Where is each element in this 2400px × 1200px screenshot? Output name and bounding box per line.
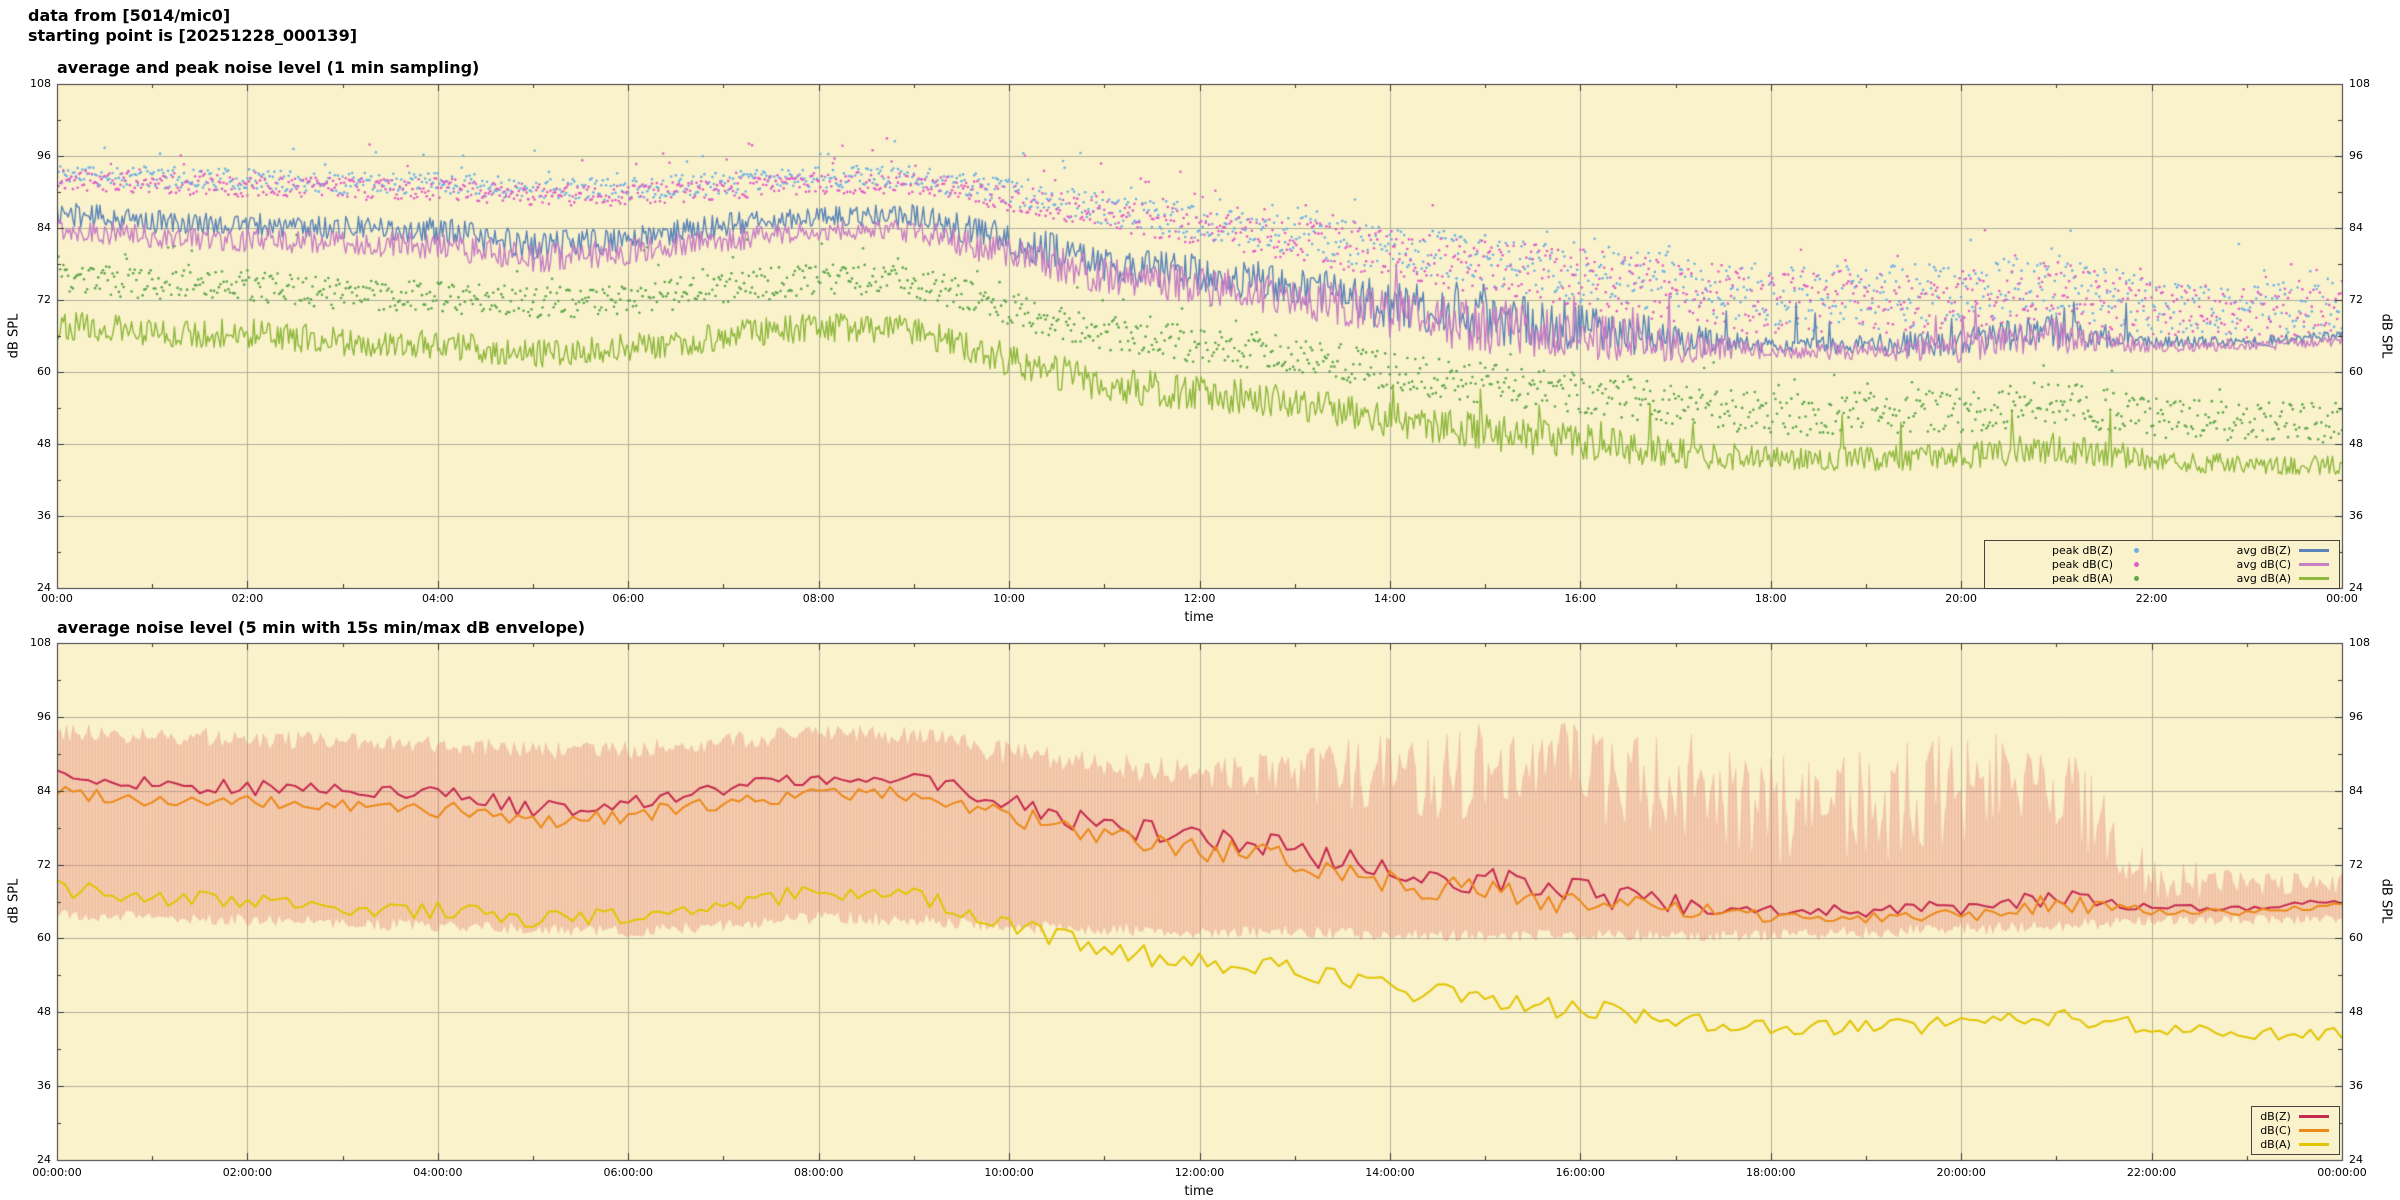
legend-label: dB(Z) xyxy=(2260,1110,2291,1123)
legend-marker-line xyxy=(2297,1110,2331,1123)
legend-marker-line xyxy=(2297,1124,2331,1137)
y-tick-label-right: 36 xyxy=(2349,509,2363,522)
y-tick-label-right: 48 xyxy=(2349,1005,2363,1019)
legend-label: peak dB(Z) xyxy=(2051,544,2113,557)
y-tick-label-left: 84 xyxy=(37,783,51,797)
y-tick-label-left: 108 xyxy=(30,636,51,649)
chart2-legend: dB(Z) dB(C) dB(A) xyxy=(2251,1106,2340,1155)
legend-entry: dB(Z) xyxy=(2260,1110,2331,1123)
chart2-y-axis-label-left: dB SPL xyxy=(6,878,22,924)
x-tick-label: 04:00:00 xyxy=(413,1166,463,1179)
x-tick-label: 06:00:00 xyxy=(603,1166,653,1179)
x-tick-label: 02:00:00 xyxy=(222,1166,273,1179)
legend-entry: avg dB(C) xyxy=(2171,558,2331,571)
x-tick-label: 04:00 xyxy=(421,592,454,605)
x-tick-label: 20:00:00 xyxy=(1936,1166,1986,1179)
y-tick-label-right: 48 xyxy=(2349,437,2363,450)
x-tick-label: 12:00:00 xyxy=(1174,1166,1225,1179)
x-tick-label: 12:00 xyxy=(1183,592,1216,605)
y-tick-label-left: 36 xyxy=(37,509,51,522)
x-tick-label: 20:00 xyxy=(1945,592,1978,605)
legend-entry: peak dB(C) xyxy=(1993,558,2153,571)
chart1-title: average and peak noise level (1 min samp… xyxy=(57,58,480,77)
y-tick-label-left: 72 xyxy=(37,857,51,871)
x-tick-label: 18:00:00 xyxy=(1746,1166,1796,1179)
y-tick-label-left: 24 xyxy=(37,581,51,594)
x-tick-label: 00:00:00 xyxy=(2317,1166,2367,1179)
legend-marker-dot xyxy=(2119,544,2153,557)
y-tick-label-left: 84 xyxy=(37,221,51,234)
y-tick-label-right: 60 xyxy=(2349,365,2363,378)
legend-label: avg dB(C) xyxy=(2236,558,2291,571)
y-tick-label-right: 84 xyxy=(2349,783,2363,797)
y-tick-label-right: 84 xyxy=(2349,221,2363,234)
chart1-legend: peak dB(Z) avg dB(Z) peak dB(C) avg dB(C) pe… xyxy=(1984,540,2340,589)
y-tick-label-left: 108 xyxy=(30,77,51,90)
y-tick-label-left: 60 xyxy=(37,365,51,378)
legend-label: peak dB(A) xyxy=(2052,572,2113,585)
x-tick-label: 00:00 xyxy=(41,592,73,605)
y-tick-label-right: 36 xyxy=(2349,1079,2363,1093)
x-tick-label: 06:00 xyxy=(612,592,645,605)
y-tick-label-right: 72 xyxy=(2349,293,2363,306)
y-tick-label-right: 108 xyxy=(2349,77,2370,90)
legend-marker-line xyxy=(2297,544,2331,557)
x-tick-label: 10:00 xyxy=(993,592,1025,605)
legend-entry: dB(A) xyxy=(2260,1138,2331,1151)
x-tick-label: 18:00 xyxy=(1754,592,1787,605)
x-tick-label: 22:00:00 xyxy=(2126,1166,2177,1179)
chart1-y-axis-label-left: dB SPL xyxy=(6,313,22,359)
legend-label: dB(A) xyxy=(2260,1138,2291,1151)
legend-marker-line xyxy=(2297,1138,2331,1151)
y-tick-label-right: 24 xyxy=(2349,581,2363,594)
y-tick-label-right: 72 xyxy=(2349,857,2363,871)
x-tick-label: 10:00:00 xyxy=(984,1166,1034,1179)
y-tick-label-left: 36 xyxy=(37,1079,51,1093)
x-tick-label: 08:00:00 xyxy=(793,1166,844,1179)
chart2-x-axis-label: time xyxy=(1184,1184,1214,1199)
y-tick-label-right: 96 xyxy=(2349,149,2363,162)
chart2-title: average noise level (5 min with 15s min/… xyxy=(57,618,586,637)
y-tick-label-left: 96 xyxy=(37,709,51,723)
x-tick-label: 16:00:00 xyxy=(1555,1166,1606,1179)
header-source-line: data from [5014/mic0] xyxy=(28,6,231,25)
x-tick-label: 08:00 xyxy=(802,592,835,605)
header-start-line: starting point is [20251228_000139] xyxy=(28,26,358,45)
y-tick-label-left: 96 xyxy=(37,149,51,162)
y-tick-label-left: 48 xyxy=(37,1005,51,1019)
legend-label: peak dB(C) xyxy=(2051,558,2113,571)
legend-entry: peak dB(A) xyxy=(1993,572,2153,585)
legend-label: dB(C) xyxy=(2260,1124,2291,1137)
y-tick-label-left: 72 xyxy=(37,293,51,306)
legend-entry: avg dB(Z) xyxy=(2171,544,2331,557)
chart1-x-axis-label: time xyxy=(1184,610,1214,625)
y-tick-label-right: 60 xyxy=(2349,931,2363,945)
legend-marker-line xyxy=(2297,572,2331,585)
chart1-y-axis-label-right: dB SPL xyxy=(2378,313,2394,359)
y-tick-label-right: 108 xyxy=(2349,636,2370,649)
y-tick-label-left: 24 xyxy=(37,1153,51,1166)
legend-entry: dB(C) xyxy=(2260,1124,2331,1137)
legend-label: avg dB(Z) xyxy=(2236,544,2291,557)
x-tick-label: 00:00:00 xyxy=(32,1166,82,1179)
legend-entry: avg dB(A) xyxy=(2171,572,2331,585)
x-tick-label: 00:00 xyxy=(2326,592,2358,605)
y-tick-label-left: 48 xyxy=(37,437,51,450)
legend-entry: peak dB(Z) xyxy=(1993,544,2153,557)
x-tick-label: 14:00 xyxy=(1374,592,1406,605)
y-tick-label-right: 24 xyxy=(2349,1153,2363,1166)
y-tick-label-left: 60 xyxy=(37,931,51,945)
legend-label: avg dB(A) xyxy=(2236,572,2291,585)
y-tick-label-right: 96 xyxy=(2349,709,2363,723)
legend-marker-dot xyxy=(2119,558,2153,571)
x-tick-label: 22:00 xyxy=(2135,592,2168,605)
legend-marker-dot xyxy=(2119,572,2153,585)
x-tick-label: 14:00:00 xyxy=(1365,1166,1415,1179)
x-tick-label: 16:00 xyxy=(1564,592,1597,605)
x-tick-label: 02:00 xyxy=(231,592,264,605)
legend-marker-line xyxy=(2297,558,2331,571)
chart2-y-axis-label-right: dB SPL xyxy=(2378,878,2394,924)
